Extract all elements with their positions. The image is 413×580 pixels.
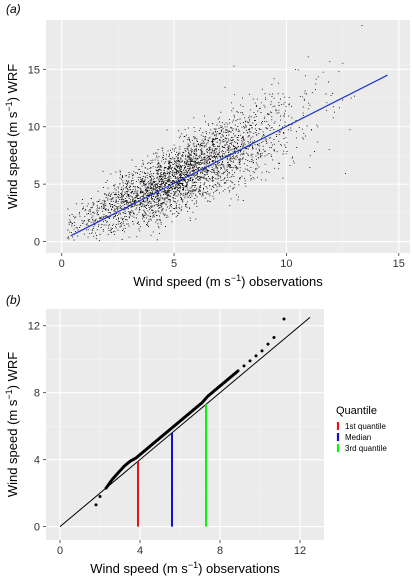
qq-point — [94, 503, 98, 507]
y-tick-label: 0 — [34, 237, 40, 249]
panel-b-x-tick-labels: 0 4 8 12 — [57, 540, 306, 557]
y-tick-label: 10 — [28, 122, 40, 134]
qq-point — [260, 349, 264, 353]
panel-b-x-axis-label: Wind speed (m s−1) observations — [90, 560, 280, 576]
panel-b-y-tick-labels: 0 4 8 12 — [28, 321, 46, 534]
panel-a: (a) 0 5 10 15 0 5 10 15 Wind speed (m s−1) obs… — [4, 2, 410, 289]
panel-b-qq-points — [94, 317, 286, 507]
panel-b-y-axis-label: Wind speed (m s−1) WRF — [4, 352, 20, 497]
y-tick-label: 0 — [34, 522, 40, 534]
legend: Quantile 1st quantile Median 3rd quantile — [336, 405, 387, 453]
qq-point — [254, 354, 258, 358]
y-tick-label: 8 — [34, 388, 40, 400]
qq-point — [272, 335, 276, 339]
qq-point — [266, 342, 270, 346]
x-tick-label: 8 — [217, 545, 223, 557]
legend-item-label: Median — [345, 433, 371, 442]
y-tick-label: 12 — [28, 321, 40, 333]
legend-item-label: 3rd quantile — [345, 444, 387, 453]
x-tick-label: 15 — [393, 258, 405, 270]
legend-title: Quantile — [336, 405, 377, 417]
panel-a-fit-line — [70, 74, 388, 237]
panel-a-plot-background — [46, 20, 410, 253]
y-tick-label: 4 — [34, 455, 40, 467]
qq-point — [242, 364, 246, 368]
qq-point — [98, 494, 102, 498]
legend-item-label: 1st quantile — [345, 422, 386, 431]
panel-a-y-tick-labels: 0 5 10 15 — [28, 64, 46, 249]
panel-b-identity-line — [59, 316, 311, 527]
panel-b-label: (b) — [6, 293, 21, 307]
qq-point — [248, 359, 252, 363]
qq-point — [282, 317, 286, 321]
panel-a-label: (a) — [6, 2, 21, 16]
y-tick-label: 15 — [28, 64, 40, 76]
x-tick-label: 12 — [294, 545, 306, 557]
x-tick-label: 10 — [280, 258, 292, 270]
panel-b-grid — [46, 309, 324, 540]
panel-a-y-axis-label: Wind speed (m s−1) WRF — [4, 64, 20, 209]
x-tick-label: 5 — [171, 258, 177, 270]
x-tick-label: 0 — [59, 258, 65, 270]
panel-a-x-tick-labels: 0 5 10 15 — [59, 253, 405, 270]
y-tick-label: 5 — [34, 179, 40, 191]
panel-b-plot-background — [46, 309, 324, 540]
panel-b: (b) 0 4 8 12 0 4 8 12 Wind speed (m s−1) obser… — [4, 293, 387, 576]
x-tick-label: 4 — [137, 545, 143, 557]
x-tick-label: 0 — [57, 545, 63, 557]
panel-a-x-axis-label: Wind speed (m s−1) observations — [133, 273, 323, 289]
qq-point — [236, 369, 240, 373]
panel-b-quantile-lines — [137, 404, 207, 527]
